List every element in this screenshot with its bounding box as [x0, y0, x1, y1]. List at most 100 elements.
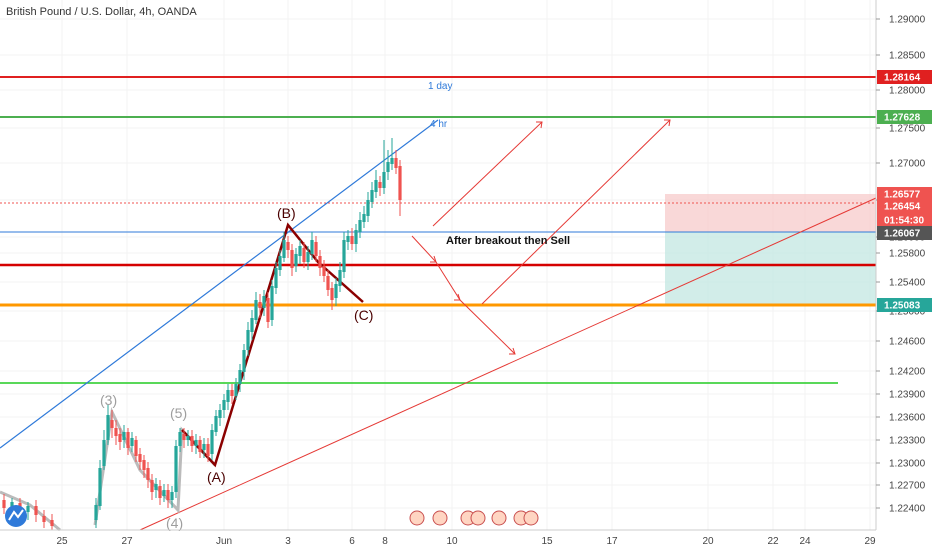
candle-body [378, 182, 382, 188]
x-tick-label: 6 [349, 536, 355, 547]
label-4-hr: 4 hr [430, 119, 448, 130]
candle-body [266, 298, 270, 322]
y-tick-label: 1.22700 [889, 481, 926, 492]
x-tick-label: 17 [606, 536, 618, 547]
candle-body [158, 486, 162, 498]
candle-body [162, 490, 166, 496]
price-tag-label: 1.27628 [884, 113, 921, 124]
price-tag [877, 213, 932, 227]
candle-body [394, 158, 398, 168]
y-tick-label: 1.27500 [889, 124, 926, 135]
candle-body [374, 180, 378, 192]
price-tag-label: 1.28164 [884, 73, 921, 84]
candle-body [274, 268, 278, 288]
candle-body [98, 468, 102, 506]
event-flags[interactable] [409, 510, 539, 526]
y-tick-label: 1.29000 [889, 15, 926, 26]
candle-body [306, 252, 310, 262]
candle-body [366, 200, 370, 216]
candle-body [50, 520, 54, 526]
x-tick-label: 25 [56, 536, 68, 547]
candle-body [110, 420, 114, 428]
candle-body [114, 428, 118, 436]
y-tick-label: 1.23000 [889, 459, 926, 470]
wave-label-4: (4) [166, 515, 183, 531]
wave-label-3: (3) [100, 392, 117, 408]
candle-body [286, 242, 290, 250]
candle-body [126, 432, 130, 448]
candle-body [134, 440, 138, 456]
candle-body [350, 236, 354, 244]
candle-body [186, 436, 190, 440]
candle-body [258, 302, 262, 308]
y-tick-label: 1.27000 [889, 159, 926, 170]
price-tag-label: 01:54:30 [884, 216, 924, 227]
candle-body [42, 516, 46, 522]
y-tick-label: 1.24200 [889, 367, 926, 378]
wave-label-a: (A) [207, 469, 226, 485]
time-axis[interactable]: 25 27 Jun 3 6 8 10 15 17 20 22 24 29 [56, 536, 876, 547]
price-axis[interactable]: 1.29000 1.28500 1.28000 1.27500 1.27000 1.265… [876, 15, 926, 515]
candle-body [142, 460, 146, 470]
candle-body [190, 436, 194, 446]
trendline-red-rising [139, 197, 877, 531]
candle-body [202, 444, 206, 450]
candle-body [118, 434, 122, 442]
candle-body [106, 415, 110, 440]
candle-body [382, 172, 386, 188]
candle-body [270, 286, 274, 320]
price-tag [877, 187, 932, 201]
candle-body [342, 240, 346, 272]
candle-body [234, 384, 238, 396]
candle-body [198, 440, 202, 452]
candle-body [146, 468, 150, 480]
y-tick-label: 1.25800 [889, 249, 926, 260]
candle-body [310, 240, 314, 254]
candle-body [390, 158, 394, 164]
tradingview-logo [5, 505, 27, 527]
candle-body [210, 430, 214, 454]
candle-body [94, 505, 98, 520]
x-tick-label: 27 [121, 536, 133, 547]
candle-body [330, 288, 334, 300]
price-tag [877, 298, 932, 312]
wave-label-5: (5) [170, 405, 187, 421]
candle-body [346, 236, 350, 242]
candles [2, 138, 402, 530]
candle-body [2, 500, 6, 508]
x-tick-label: 20 [702, 536, 714, 547]
candle-body [130, 438, 134, 446]
candle-body [226, 390, 230, 402]
candle-body [150, 480, 154, 492]
x-tick-label: 24 [799, 536, 811, 547]
candle-body [194, 440, 198, 446]
candle-body [154, 484, 158, 490]
stop-loss-zone [665, 194, 876, 232]
sell-note: After breakout then Sell [446, 235, 570, 247]
y-tick-label: 1.22400 [889, 504, 926, 515]
x-tick-label: 15 [541, 536, 553, 547]
x-tick-label: Jun [216, 536, 232, 547]
candle-body [26, 506, 30, 512]
y-tick-label: 1.23300 [889, 436, 926, 447]
candle-body [398, 166, 402, 200]
projection-arrows [411, 119, 671, 355]
wave-label-c: (C) [354, 307, 373, 323]
candle-body [238, 370, 242, 384]
candle-body [206, 444, 210, 456]
candle-body [102, 440, 106, 466]
candle-body [314, 242, 318, 256]
x-tick-label: 3 [285, 536, 291, 547]
candle-body [246, 330, 250, 350]
candle-body [338, 270, 342, 286]
y-tick-label: 1.23600 [889, 413, 926, 424]
candle-body [222, 400, 226, 410]
candle-body [386, 162, 390, 172]
candle-body [214, 416, 218, 432]
chart-title: British Pound / U.S. Dollar, 4h, OANDA [6, 6, 197, 18]
price-tag-label: 1.25083 [884, 301, 921, 312]
candle-body [326, 276, 330, 290]
trendline-4hr [0, 119, 439, 449]
